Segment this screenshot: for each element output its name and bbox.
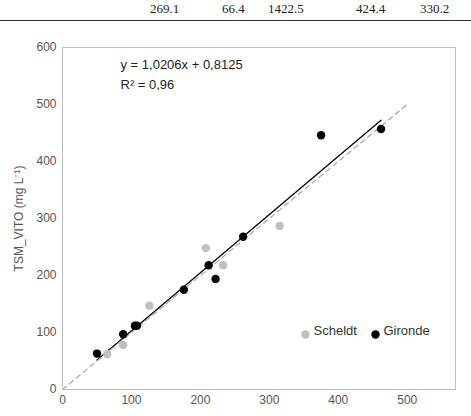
svg-text:300: 300 bbox=[36, 211, 56, 225]
svg-text:Scheldt: Scheldt bbox=[314, 323, 358, 338]
html-text:330.2: 330.2 bbox=[420, 1, 450, 16]
svg-text:0: 0 bbox=[50, 382, 57, 396]
svg-text:500: 500 bbox=[397, 393, 417, 407]
svg-text:100: 100 bbox=[121, 393, 141, 407]
svg-text:200: 200 bbox=[190, 393, 210, 407]
svg-text:400: 400 bbox=[36, 154, 56, 168]
svg-text:400: 400 bbox=[328, 393, 348, 407]
html-text:1422.5: 1422.5 bbox=[268, 1, 304, 16]
svg-text:R² = 0,96: R² = 0,96 bbox=[121, 77, 175, 92]
svg-text:200: 200 bbox=[36, 268, 56, 282]
svg-text:500: 500 bbox=[36, 97, 56, 111]
html-text:424.4: 424.4 bbox=[356, 1, 386, 16]
svg-text:TSM_VITO (mg L⁻¹): TSM_VITO (mg L⁻¹) bbox=[12, 166, 26, 272]
svg-text:100: 100 bbox=[36, 325, 56, 339]
html-text:269.1: 269.1 bbox=[150, 1, 180, 16]
svg-text:Gironde: Gironde bbox=[384, 323, 430, 338]
svg-text:300: 300 bbox=[259, 393, 279, 407]
html-text:66.4: 66.4 bbox=[222, 1, 245, 16]
svg-text:0: 0 bbox=[59, 393, 66, 407]
svg-text:600: 600 bbox=[36, 40, 56, 54]
svg-text:y = 1,0206x + 0,8125: y = 1,0206x + 0,8125 bbox=[121, 57, 243, 72]
